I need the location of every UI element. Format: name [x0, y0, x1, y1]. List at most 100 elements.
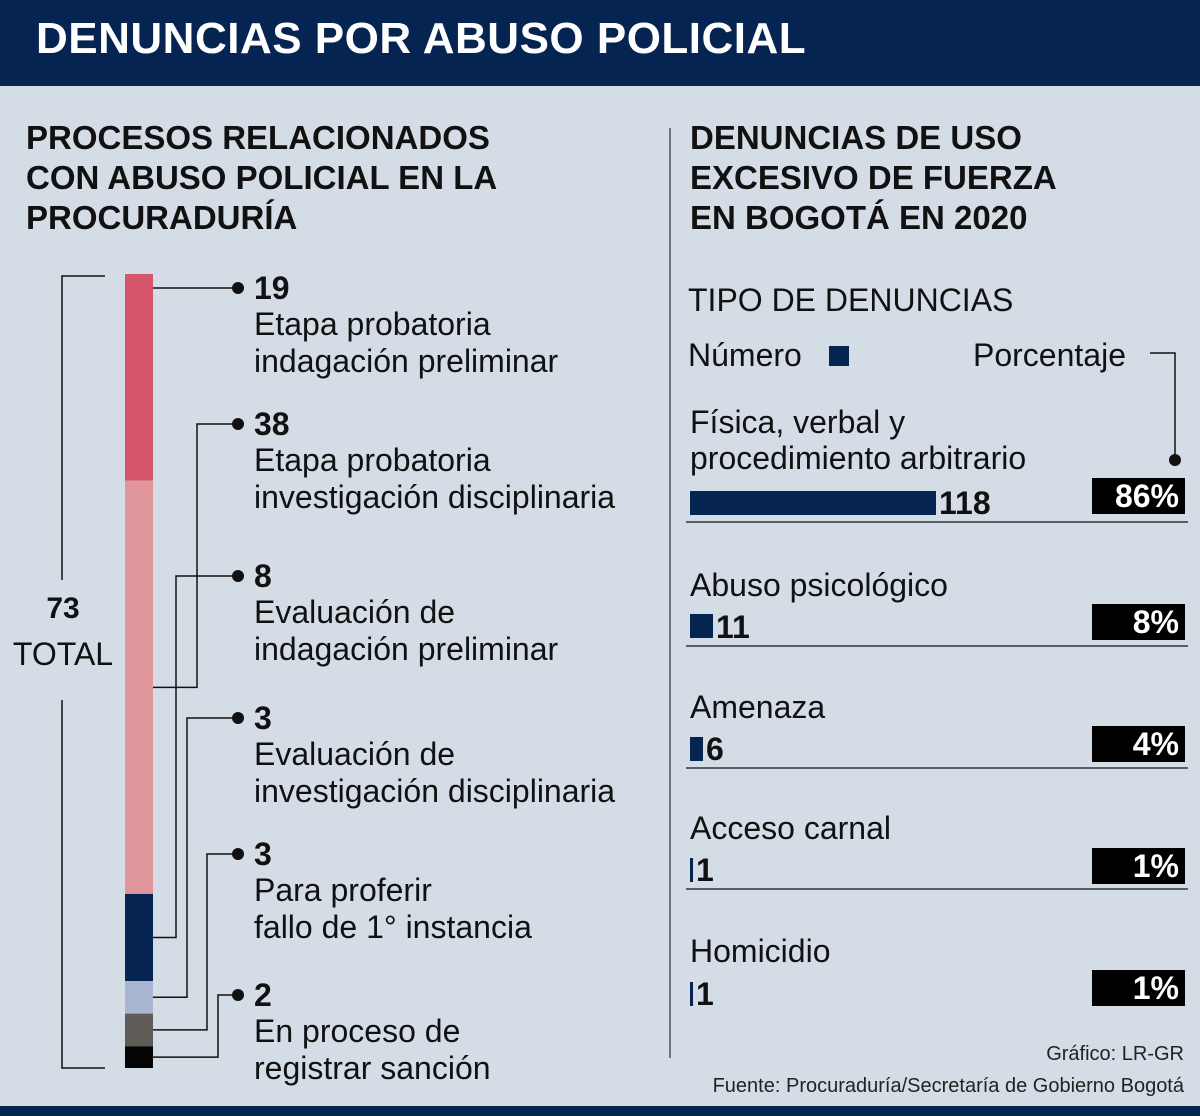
process-label-line: fallo de 1° instancia	[254, 909, 532, 945]
leader-dot	[232, 570, 244, 582]
category-bar	[690, 982, 693, 1006]
leader-line	[153, 994, 238, 1058]
process-label-line: indagación preliminar	[254, 343, 559, 379]
right-chart-title-line: EN BOGOTÁ EN 2020	[690, 199, 1028, 236]
process-label-line: En proceso de	[254, 1013, 461, 1049]
category-bar	[690, 737, 703, 761]
category-bar	[690, 614, 713, 638]
legend-percent-label: Porcentaje	[973, 337, 1126, 373]
category-rule	[686, 645, 1188, 647]
left-chart-title-line: PROCESOS RELACIONADOS	[26, 119, 490, 156]
credit-source: Fuente: Procuraduría/Secretaría de Gobie…	[712, 1075, 1184, 1097]
category-percent: 4%	[1092, 726, 1185, 762]
legend-number-label: Número	[688, 337, 802, 373]
process-label: Evaluación de indagación preliminar	[254, 594, 558, 668]
left-chart-title-line: PROCURADURÍA	[26, 199, 298, 236]
credit-graphic: Gráfico: LR-GR	[1046, 1043, 1184, 1065]
process-count: 3	[254, 836, 272, 872]
left-chart-title-line: CON ABUSO POLICIAL EN LA	[26, 159, 498, 196]
leader-dot	[232, 848, 244, 860]
left-chart-title: PROCESOS RELACIONADOS CON ABUSO POLICIAL…	[26, 118, 497, 238]
stack-segment	[125, 1013, 153, 1047]
process-count: 19	[254, 270, 290, 306]
stack-segment	[125, 274, 153, 481]
stack-segment	[125, 480, 153, 894]
right-chart-title-line: EXCESIVO DE FUERZA	[690, 159, 1057, 196]
process-label-line: investigación disciplinaria	[254, 773, 616, 809]
category-percent: 1%	[1092, 970, 1185, 1006]
category-label: Física, verbal y procedimiento arbitrari…	[690, 404, 1026, 476]
process-label-line: indagación preliminar	[254, 631, 559, 667]
process-label: En proceso de registrar sanción	[254, 1013, 491, 1087]
category-rule	[686, 767, 1188, 769]
category-value: 1	[696, 976, 714, 1012]
category-label: Acceso carnal	[690, 810, 891, 846]
process-item: 19 Etapa probatoria indagación prelimina…	[254, 270, 558, 380]
process-item: 2 En proceso de registrar sanción	[254, 977, 491, 1087]
leader-dot	[232, 282, 244, 294]
category-label: Amenaza	[690, 689, 825, 725]
stacked-bar-svg	[61, 274, 244, 1069]
category-value: 11	[716, 609, 750, 645]
process-item: 3 Para proferir fallo de 1° instancia	[254, 836, 532, 946]
process-label: Etapa probatoria investigación disciplin…	[254, 442, 615, 516]
leader-dot	[232, 712, 244, 724]
category-label: Abuso psicológico	[690, 567, 948, 603]
category-bar	[690, 858, 693, 882]
process-count: 38	[254, 406, 290, 442]
category-percent: 8%	[1092, 604, 1185, 640]
process-label-line: Etapa probatoria	[254, 442, 491, 478]
category-label-line: procedimiento arbitrario	[690, 440, 1027, 476]
process-label: Etapa probatoria indagación preliminar	[254, 306, 558, 380]
leader-line	[153, 575, 238, 939]
leader-line	[153, 423, 238, 689]
process-item: 3 Evaluación de investigación disciplina…	[254, 700, 615, 810]
process-label: Evaluación de investigación disciplinari…	[254, 736, 615, 810]
category-label-line: Física, verbal y	[690, 404, 906, 440]
right-chart-title-line: DENUNCIAS DE USO	[690, 119, 1022, 156]
page-title: DENUNCIAS POR ABUSO POLICIAL	[36, 14, 807, 63]
process-item: 8 Evaluación de indagación preliminar	[254, 558, 558, 668]
leader-dot	[232, 418, 244, 430]
process-label: Para proferir fallo de 1° instancia	[254, 872, 532, 946]
leader-line	[153, 717, 238, 999]
total-bracket-bottom	[61, 700, 105, 1069]
stack-segment	[125, 980, 153, 1014]
column-divider	[669, 128, 671, 1058]
stack-segment	[125, 893, 153, 981]
category-rule	[686, 521, 1188, 523]
chart-subtitle: TIPO DE DENUNCIAS	[688, 282, 1014, 318]
process-label-line: Etapa probatoria	[254, 306, 491, 342]
process-label-line: Evaluación de	[254, 594, 456, 630]
category-label-line: Amenaza	[690, 689, 826, 725]
left-chart: 73 TOTAL 19 Etapa probatoria indagación …	[12, 270, 615, 1087]
process-label-line: registrar sanción	[254, 1050, 491, 1086]
category-label: Homicidio	[690, 933, 830, 969]
category-value: 6	[706, 731, 724, 767]
process-item: 38 Etapa probatoria investigación discip…	[254, 406, 615, 516]
category-percent: 86%	[1092, 478, 1185, 514]
category-label-line: Homicidio	[690, 933, 831, 969]
category-rule	[686, 888, 1188, 890]
category-label-line: Acceso carnal	[690, 810, 891, 846]
category-value: 1	[696, 852, 714, 888]
category-percent: 1%	[1092, 848, 1185, 884]
bottom-bar	[0, 1106, 1200, 1116]
legend-number-swatch	[829, 346, 849, 366]
total-bracket-top	[61, 275, 105, 580]
process-label-line: Evaluación de	[254, 736, 456, 772]
leader-dot	[232, 989, 244, 1001]
process-count: 3	[254, 700, 272, 736]
category-bar	[690, 491, 936, 515]
total-value: 73	[46, 592, 80, 625]
process-label-line: Para proferir	[254, 872, 432, 908]
title-banner: DENUNCIAS POR ABUSO POLICIAL	[0, 0, 1200, 86]
process-count: 8	[254, 558, 272, 594]
right-chart-title: DENUNCIAS DE USO EXCESIVO DE FUERZA EN B…	[690, 118, 1057, 238]
process-label-line: investigación disciplinaria	[254, 479, 616, 515]
category-value: 118	[939, 485, 991, 521]
total-label: TOTAL	[12, 636, 114, 672]
leader-line	[153, 853, 238, 1031]
stack-segment	[125, 1046, 153, 1068]
process-count: 2	[254, 977, 272, 1013]
